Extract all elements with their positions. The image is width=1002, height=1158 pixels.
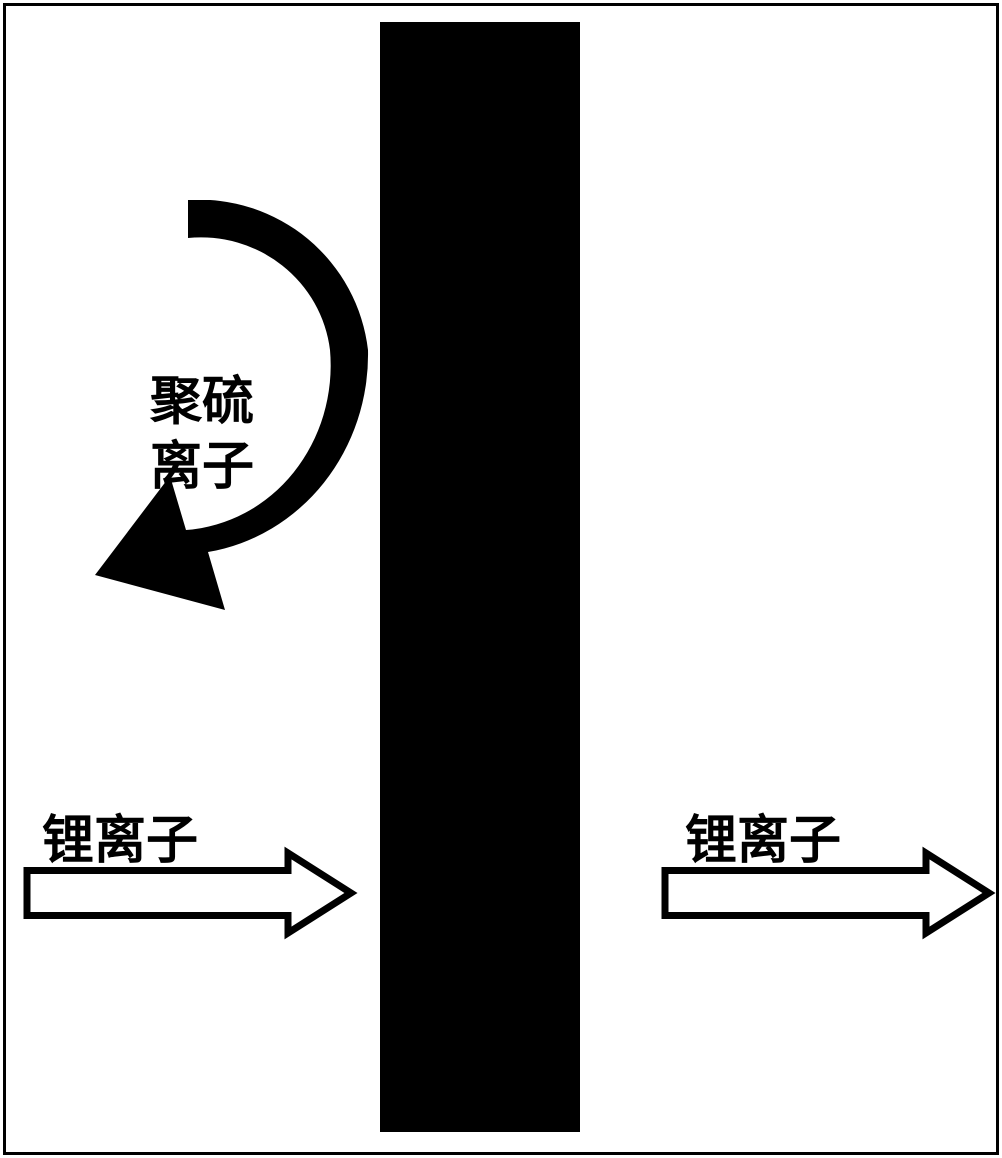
arrow-path xyxy=(665,853,989,933)
right-lithium-arrow xyxy=(658,846,996,945)
polysulfide-label-line2: 离子 xyxy=(150,438,254,496)
left-arrow-svg xyxy=(20,846,358,940)
right-arrow-svg xyxy=(658,846,996,940)
polysulfide-label: 聚硫 离子 xyxy=(150,370,254,500)
arrow-path xyxy=(27,853,351,933)
left-lithium-arrow xyxy=(20,846,358,945)
polysulfide-label-line1: 聚硫 xyxy=(150,373,254,431)
barrier-rect xyxy=(380,22,580,1132)
